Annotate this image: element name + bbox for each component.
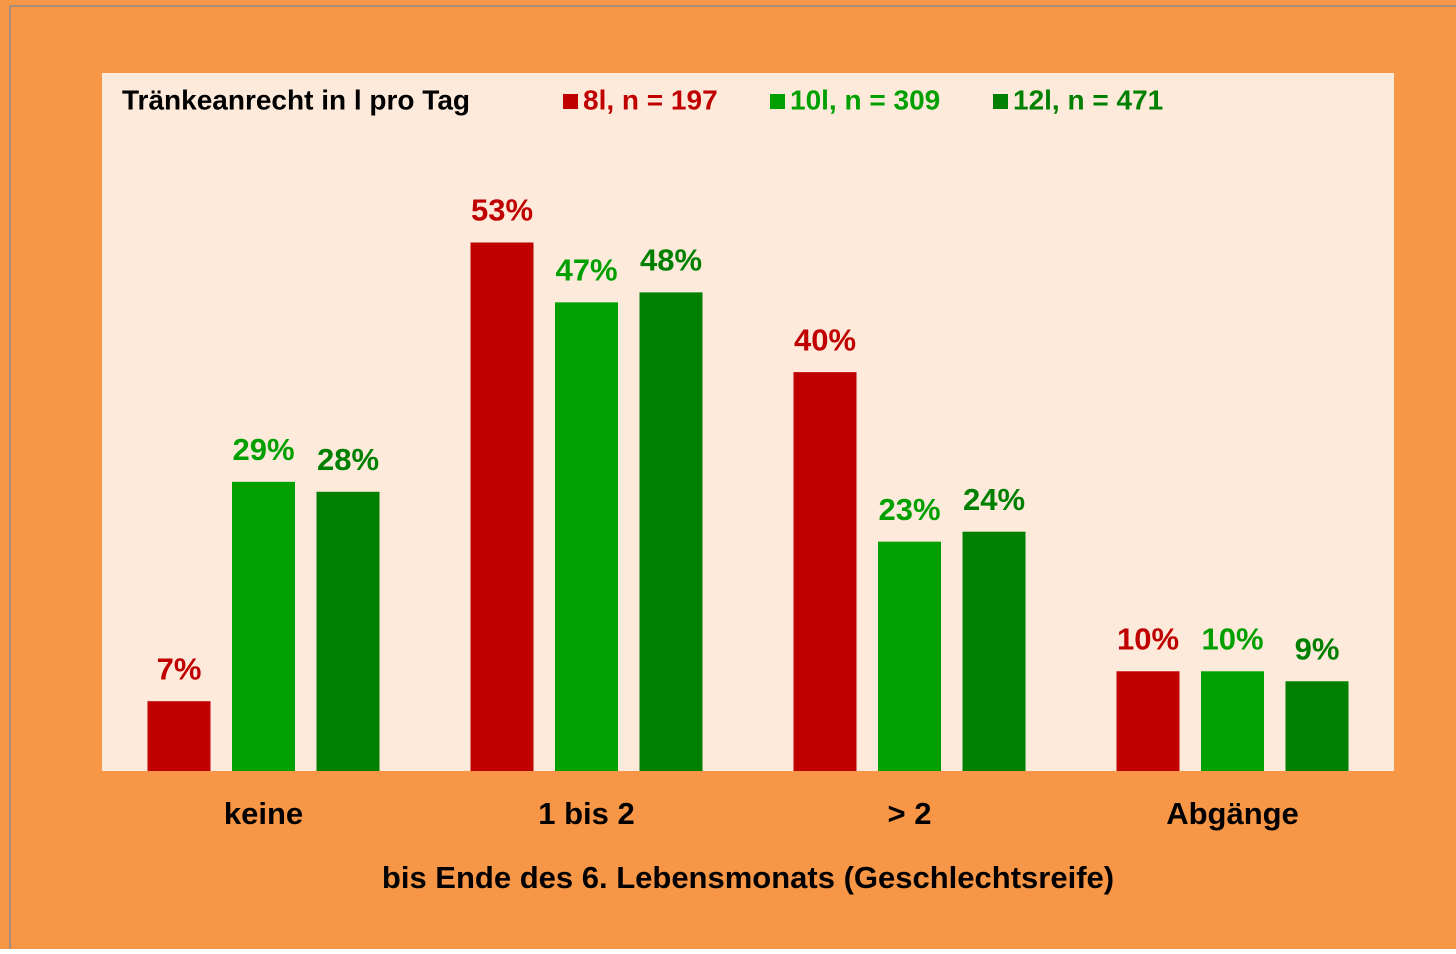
bar bbox=[1285, 681, 1349, 771]
x-tick-label: Abgänge bbox=[1166, 796, 1299, 831]
data-label: 7% bbox=[157, 651, 202, 686]
bar bbox=[232, 481, 295, 771]
data-label: 23% bbox=[878, 492, 940, 527]
data-label: 48% bbox=[640, 243, 702, 278]
bar bbox=[639, 292, 703, 771]
legend-swatch bbox=[563, 94, 578, 109]
legend-swatch bbox=[770, 94, 785, 109]
x-tick-label: keine bbox=[224, 796, 303, 831]
plot-area bbox=[102, 73, 1394, 771]
bar bbox=[878, 541, 941, 771]
data-label: 29% bbox=[232, 432, 294, 467]
data-label: 9% bbox=[1295, 631, 1340, 666]
bar bbox=[470, 242, 534, 771]
data-label: 40% bbox=[794, 322, 856, 357]
legend-label: 10l, n = 309 bbox=[790, 84, 940, 115]
bar bbox=[962, 531, 1026, 771]
data-label: 53% bbox=[471, 193, 533, 228]
bar bbox=[793, 372, 857, 771]
x-axis-label: bis Ende des 6. Lebensmonats (Geschlecht… bbox=[382, 860, 1114, 895]
bar bbox=[1116, 671, 1180, 771]
bar bbox=[147, 701, 211, 771]
data-label: 10% bbox=[1117, 621, 1179, 656]
data-label: 10% bbox=[1201, 621, 1263, 656]
legend-title: Tränkeanrecht in l pro Tag bbox=[122, 84, 470, 115]
legend-label: 8l, n = 197 bbox=[583, 84, 718, 115]
data-label: 47% bbox=[555, 253, 617, 288]
legend-label: 12l, n = 471 bbox=[1013, 84, 1163, 115]
legend-swatch bbox=[993, 94, 1008, 109]
data-label: 24% bbox=[963, 482, 1025, 517]
x-tick-label: 1 bis 2 bbox=[538, 796, 635, 831]
bar bbox=[1201, 671, 1264, 771]
bar bbox=[316, 491, 380, 771]
x-tick-label: > 2 bbox=[888, 796, 932, 831]
data-label: 28% bbox=[317, 442, 379, 477]
bar bbox=[555, 302, 618, 771]
